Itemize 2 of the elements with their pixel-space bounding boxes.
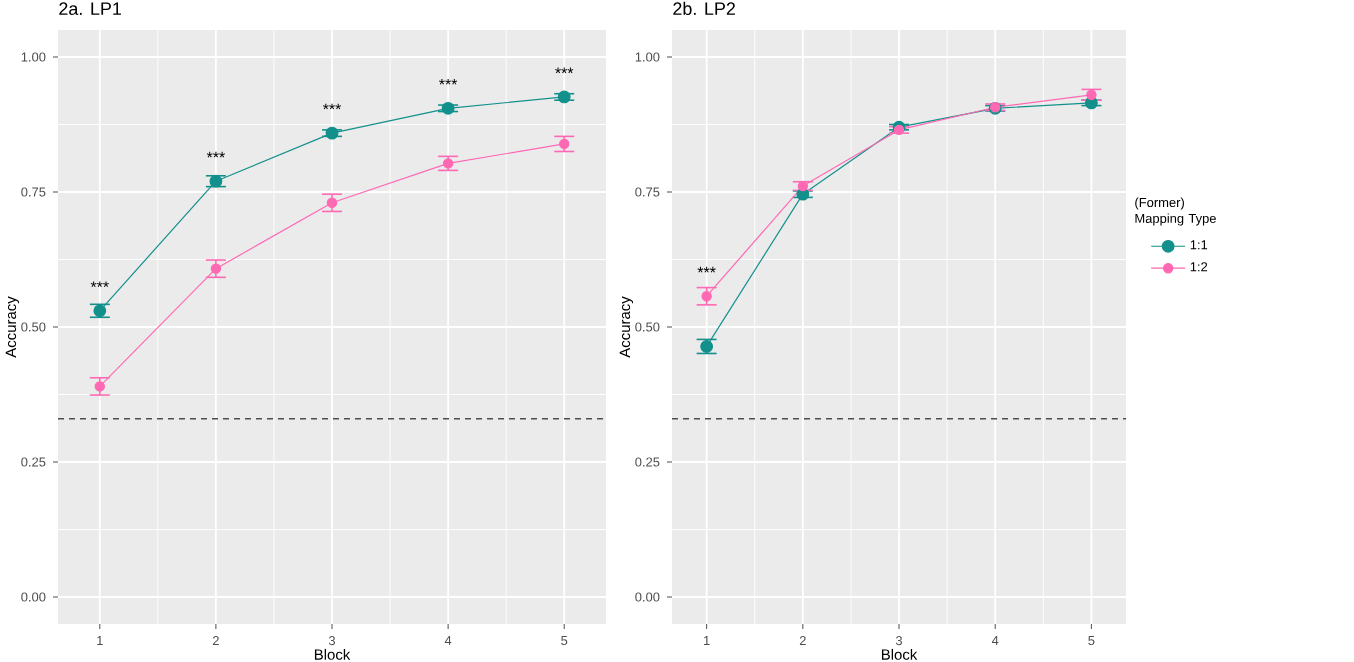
chart-title: 2b. LP2 bbox=[673, 1, 735, 16]
chart-title: 2a. LP1 bbox=[59, 2, 121, 16]
